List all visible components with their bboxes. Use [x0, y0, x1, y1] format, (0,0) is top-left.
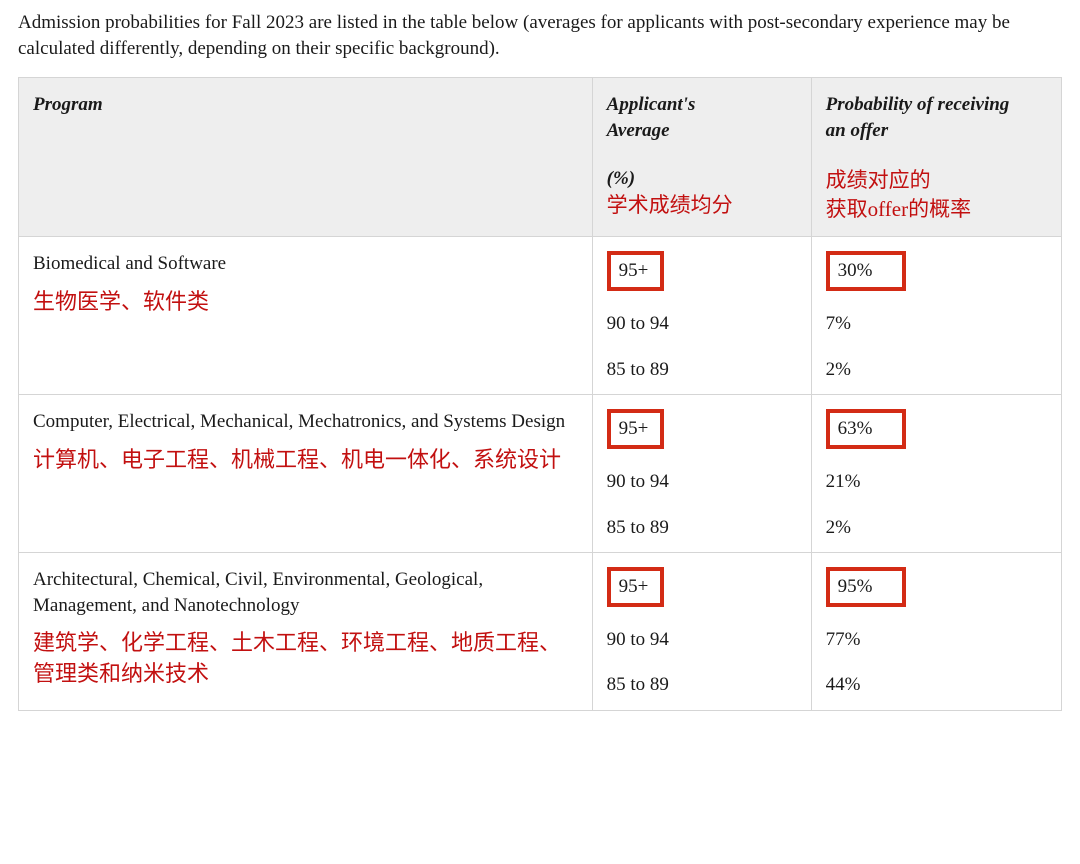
probability-value: 21%: [826, 469, 1047, 495]
program-name: Computer, Electrical, Mechanical, Mechat…: [33, 409, 578, 435]
probability-value: 2%: [826, 357, 1047, 383]
probability-value: 77%: [826, 627, 1047, 653]
probability-cell: 63% 21% 2%: [811, 395, 1061, 553]
prob-annotation-zh-1: 成绩对应的: [826, 166, 1047, 195]
table-row: Architectural, Chemical, Civil, Environm…: [19, 553, 1062, 711]
average-value: 95+: [607, 567, 797, 607]
program-name: Biomedical and Software: [33, 251, 578, 277]
col-program: Program: [19, 78, 593, 237]
average-value: 90 to 94: [607, 469, 797, 495]
average-cell: 95+ 90 to 94 85 to 89: [592, 395, 811, 553]
probability-cell: 95% 77% 44%: [811, 553, 1061, 711]
probability-value: 63%: [826, 409, 1047, 449]
table-row: Biomedical and Software 生物医学、软件类 95+ 90 to …: [19, 237, 1062, 395]
probability-value: 95%: [826, 567, 1047, 607]
table-header-row: Program Applicant's Average (%) 学术成绩均分 P…: [19, 78, 1062, 237]
average-value: 90 to 94: [607, 627, 797, 653]
program-cell: Computer, Electrical, Mechanical, Mechat…: [19, 395, 593, 553]
admissions-table: Program Applicant's Average (%) 学术成绩均分 P…: [18, 77, 1062, 711]
probability-cell: 30% 7% 2%: [811, 237, 1061, 395]
probability-value: 30%: [826, 251, 1047, 291]
average-value: 95+: [607, 409, 797, 449]
intro-paragraph: Admission probabilities for Fall 2023 ar…: [18, 10, 1062, 61]
average-value: 85 to 89: [607, 515, 797, 541]
probability-value: 44%: [826, 672, 1047, 698]
average-cell: 95+ 90 to 94 85 to 89: [592, 237, 811, 395]
probability-value: 2%: [826, 515, 1047, 541]
average-value: 90 to 94: [607, 311, 797, 337]
program-name-zh: 生物医学、软件类: [33, 287, 578, 318]
program-name: Architectural, Chemical, Civil, Environm…: [33, 567, 578, 618]
average-value: 95+: [607, 251, 797, 291]
avg-annotation-zh: 学术成绩均分: [607, 191, 797, 220]
probability-value: 7%: [826, 311, 1047, 337]
col-probability: Probability of receiving an offer 成绩对应的 …: [811, 78, 1061, 237]
average-value: 85 to 89: [607, 672, 797, 698]
program-name-zh: 计算机、电子工程、机械工程、机电一体化、系统设计: [33, 445, 578, 476]
table-row: Computer, Electrical, Mechanical, Mechat…: [19, 395, 1062, 553]
average-value: 85 to 89: [607, 357, 797, 383]
program-cell: Biomedical and Software 生物医学、软件类: [19, 237, 593, 395]
program-name-zh: 建筑学、化学工程、土木工程、环境工程、地质工程、管理类和纳米技术: [33, 628, 578, 690]
average-cell: 95+ 90 to 94 85 to 89: [592, 553, 811, 711]
program-cell: Architectural, Chemical, Civil, Environm…: [19, 553, 593, 711]
prob-annotation-zh-2: 获取offer的概率: [826, 195, 1047, 224]
col-average: Applicant's Average (%) 学术成绩均分: [592, 78, 811, 237]
